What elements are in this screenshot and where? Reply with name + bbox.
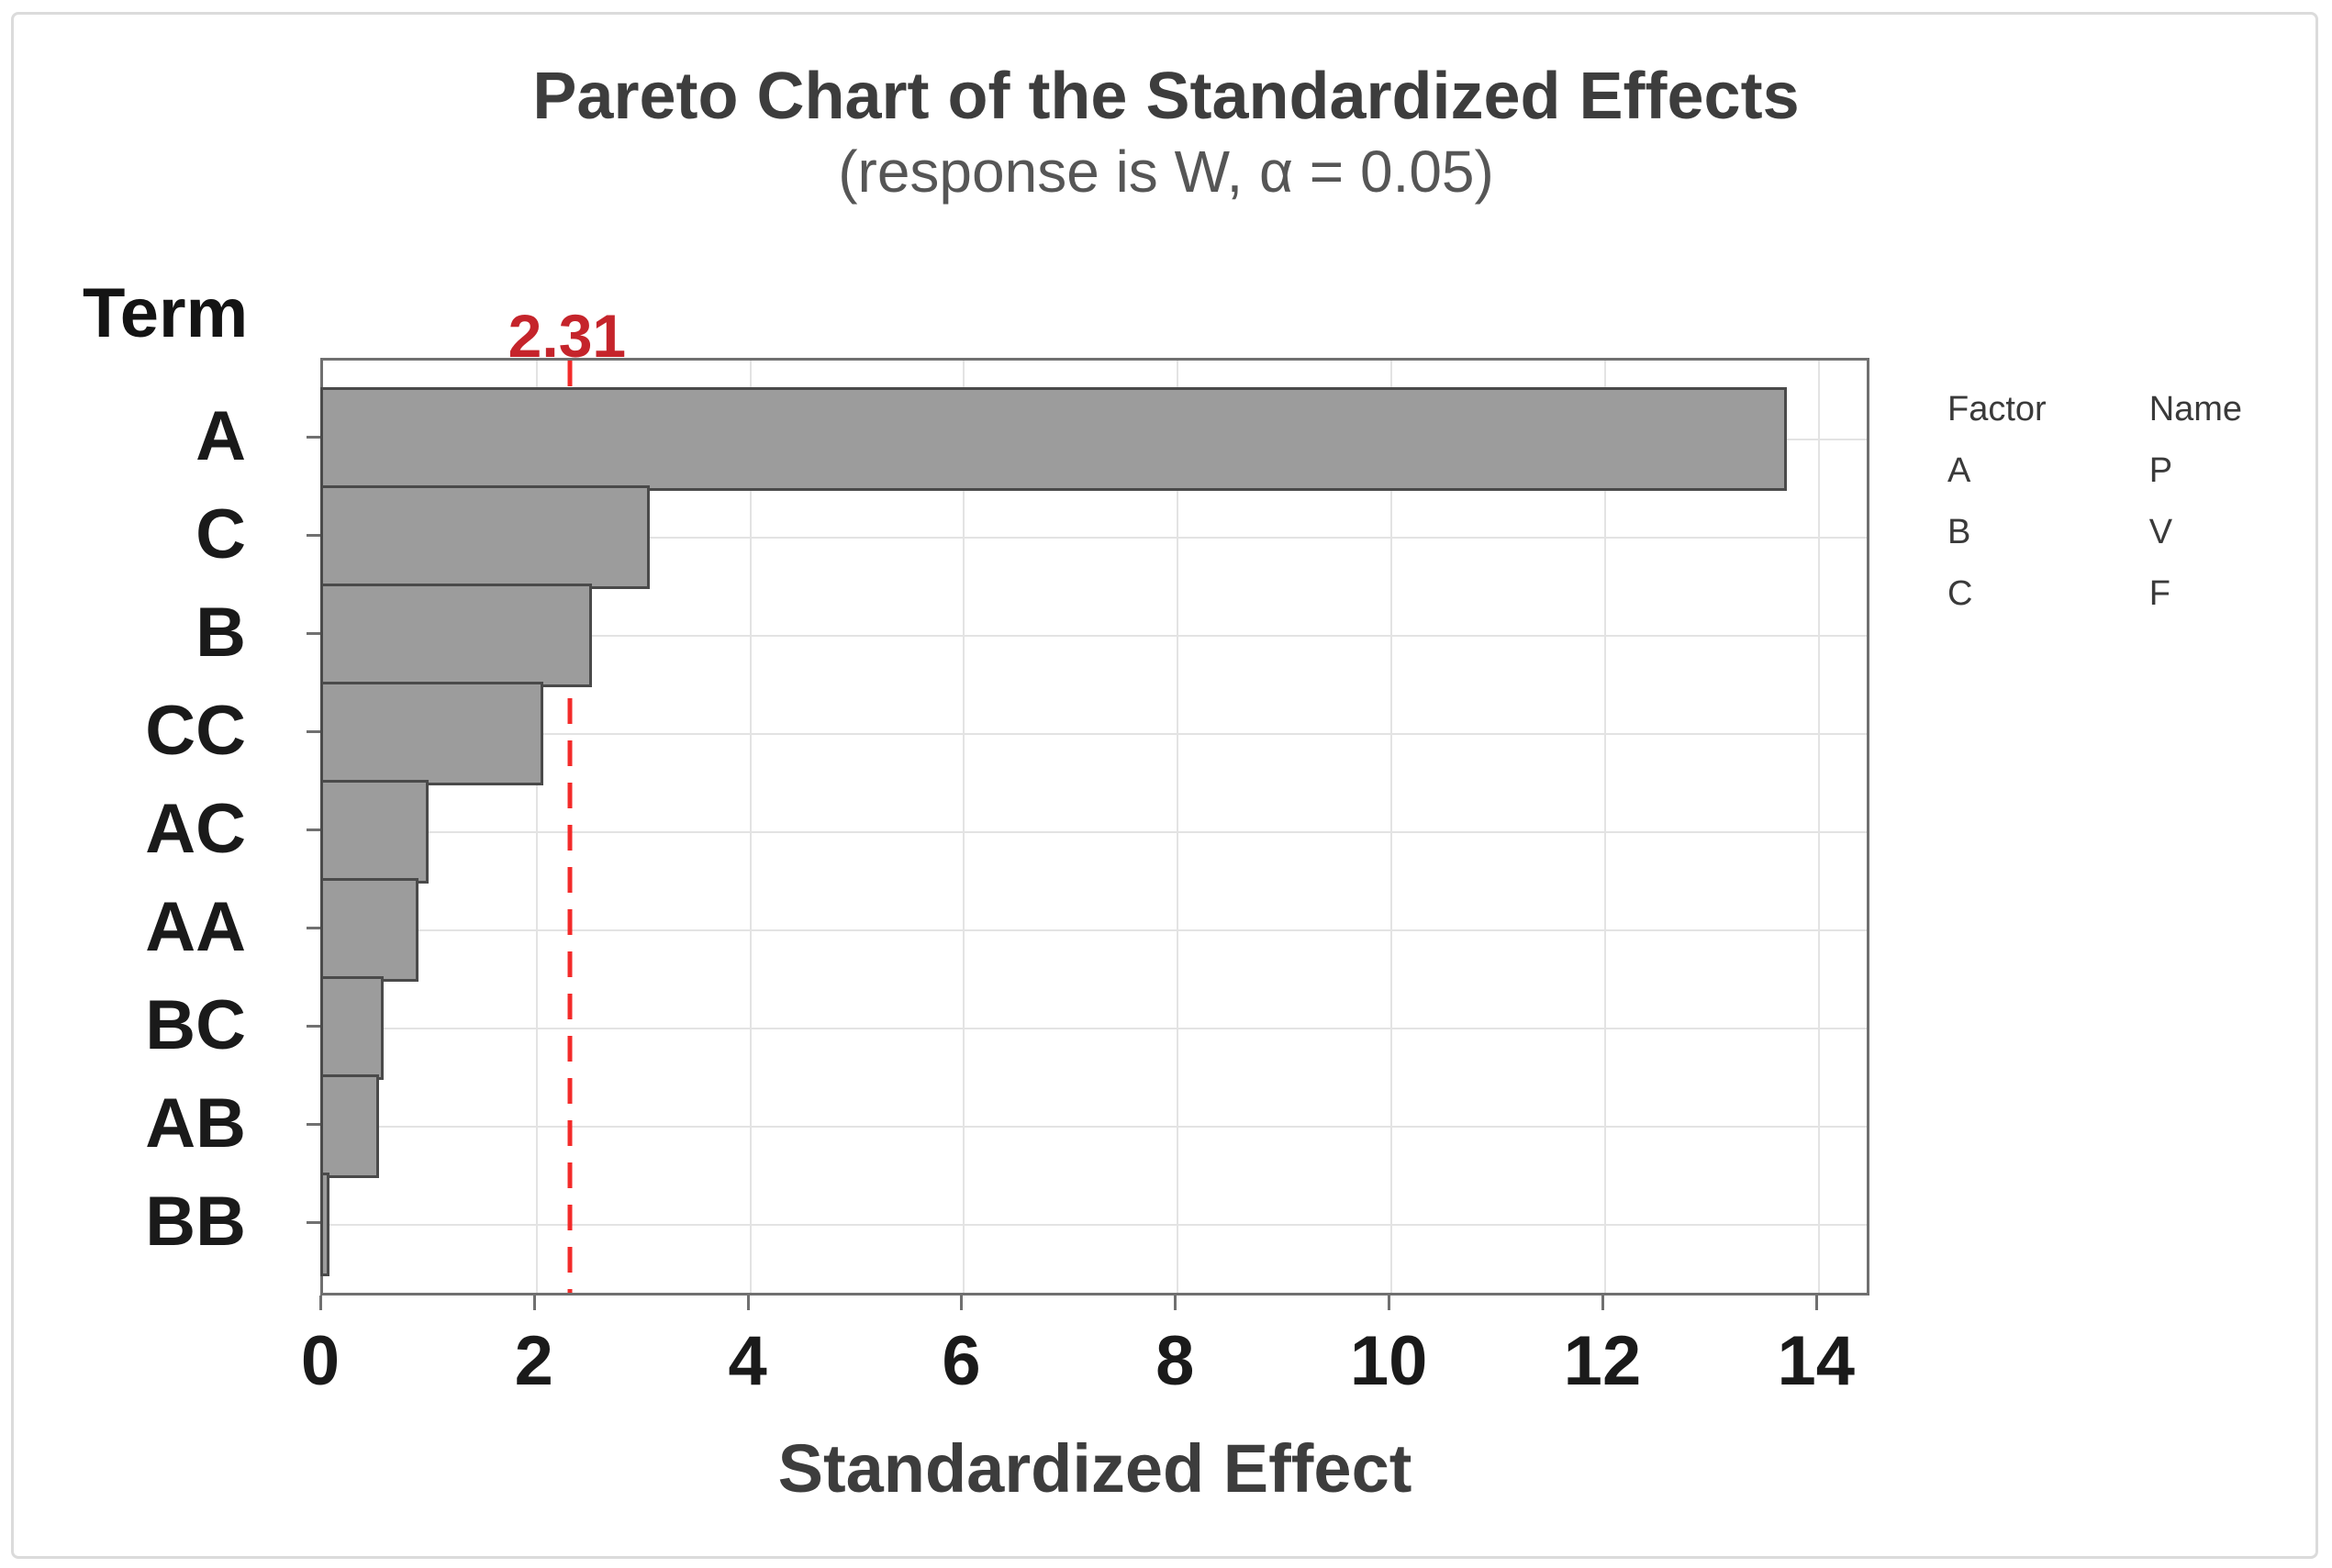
x-tick-0: [319, 1296, 322, 1310]
vertical-gridline: [1817, 361, 1820, 1293]
x-tick-label-8: 8: [1155, 1322, 1195, 1400]
y-tick-C: [307, 533, 320, 537]
bar-B: [320, 584, 593, 687]
vertical-gridline: [535, 361, 538, 1293]
vertical-gridline: [1603, 361, 1606, 1293]
category-label-A: A: [195, 396, 246, 475]
category-label-AB: AB: [145, 1084, 246, 1162]
horizontal-gridline: [323, 634, 1867, 637]
y-tick-B: [307, 631, 320, 635]
legend-factor-value: C: [1947, 574, 1973, 613]
bar-BC: [320, 976, 385, 1080]
x-tick-label-10: 10: [1349, 1322, 1428, 1400]
category-label-AA: AA: [145, 887, 246, 966]
horizontal-gridline: [323, 1223, 1867, 1226]
horizontal-gridline: [323, 732, 1867, 735]
x-tick-2: [532, 1296, 536, 1310]
y-axis-title: Term: [83, 274, 249, 352]
vertical-gridline: [1177, 361, 1179, 1293]
plot-area: [320, 358, 1869, 1296]
reference-line: [567, 361, 573, 1293]
legend-name-value: P: [2148, 451, 2173, 490]
x-tick-label-0: 0: [300, 1322, 340, 1400]
y-tick-AB: [307, 1122, 320, 1126]
y-tick-AC: [307, 828, 320, 831]
horizontal-gridline: [323, 536, 1867, 539]
x-tick-label-4: 4: [728, 1322, 767, 1400]
x-tick-label-6: 6: [942, 1322, 981, 1400]
x-tick-14: [1814, 1296, 1818, 1310]
y-tick-BB: [307, 1220, 320, 1224]
legend-name-value: F: [2148, 574, 2170, 613]
horizontal-gridline: [323, 830, 1867, 833]
y-tick-BC: [307, 1024, 320, 1028]
legend-name-header: Name: [2148, 390, 2243, 428]
x-tick-label-12: 12: [1563, 1322, 1642, 1400]
vertical-gridline: [749, 361, 752, 1293]
legend-factor-value: B: [1947, 513, 1971, 551]
x-tick-label-14: 14: [1777, 1322, 1856, 1400]
horizontal-gridline: [323, 929, 1867, 931]
category-label-BB: BB: [145, 1182, 246, 1261]
legend-header-row: Factor Name: [1947, 390, 2242, 451]
category-label-C: C: [195, 495, 246, 573]
category-label-CC: CC: [145, 691, 246, 770]
category-label-AC: AC: [145, 789, 246, 868]
y-tick-A: [307, 435, 320, 439]
category-label-B: B: [195, 593, 246, 672]
figure-border: [11, 12, 2318, 1559]
x-tick-12: [1601, 1296, 1604, 1310]
x-tick-8: [1174, 1296, 1177, 1310]
horizontal-gridline: [323, 1027, 1867, 1029]
bar-AC: [320, 780, 430, 884]
y-tick-AA: [307, 926, 320, 929]
x-tick-6: [960, 1296, 964, 1310]
legend-factor-value: A: [1947, 451, 1971, 490]
vertical-gridline: [1390, 361, 1393, 1293]
bar-AB: [320, 1074, 379, 1178]
category-label-BC: BC: [145, 985, 246, 1064]
bar-A: [320, 387, 1787, 491]
chart-title: Pareto Chart of the Standardized Effects: [532, 60, 1800, 133]
legend-name-value: V: [2148, 513, 2173, 551]
chart-subtitle: (response is W, α = 0.05): [838, 139, 1494, 205]
x-axis-title: Standardized Effect: [777, 1430, 1412, 1507]
bar-AA: [320, 878, 418, 982]
x-tick-4: [746, 1296, 750, 1310]
bar-C: [320, 485, 651, 589]
bar-CC: [320, 682, 543, 785]
legend-factor-header: Factor: [1947, 390, 2047, 428]
x-tick-label-2: 2: [514, 1322, 553, 1400]
y-tick-CC: [307, 729, 320, 733]
bar-BB: [320, 1173, 329, 1276]
x-tick-10: [1388, 1296, 1391, 1310]
vertical-gridline: [963, 361, 965, 1293]
horizontal-gridline: [323, 1125, 1867, 1128]
